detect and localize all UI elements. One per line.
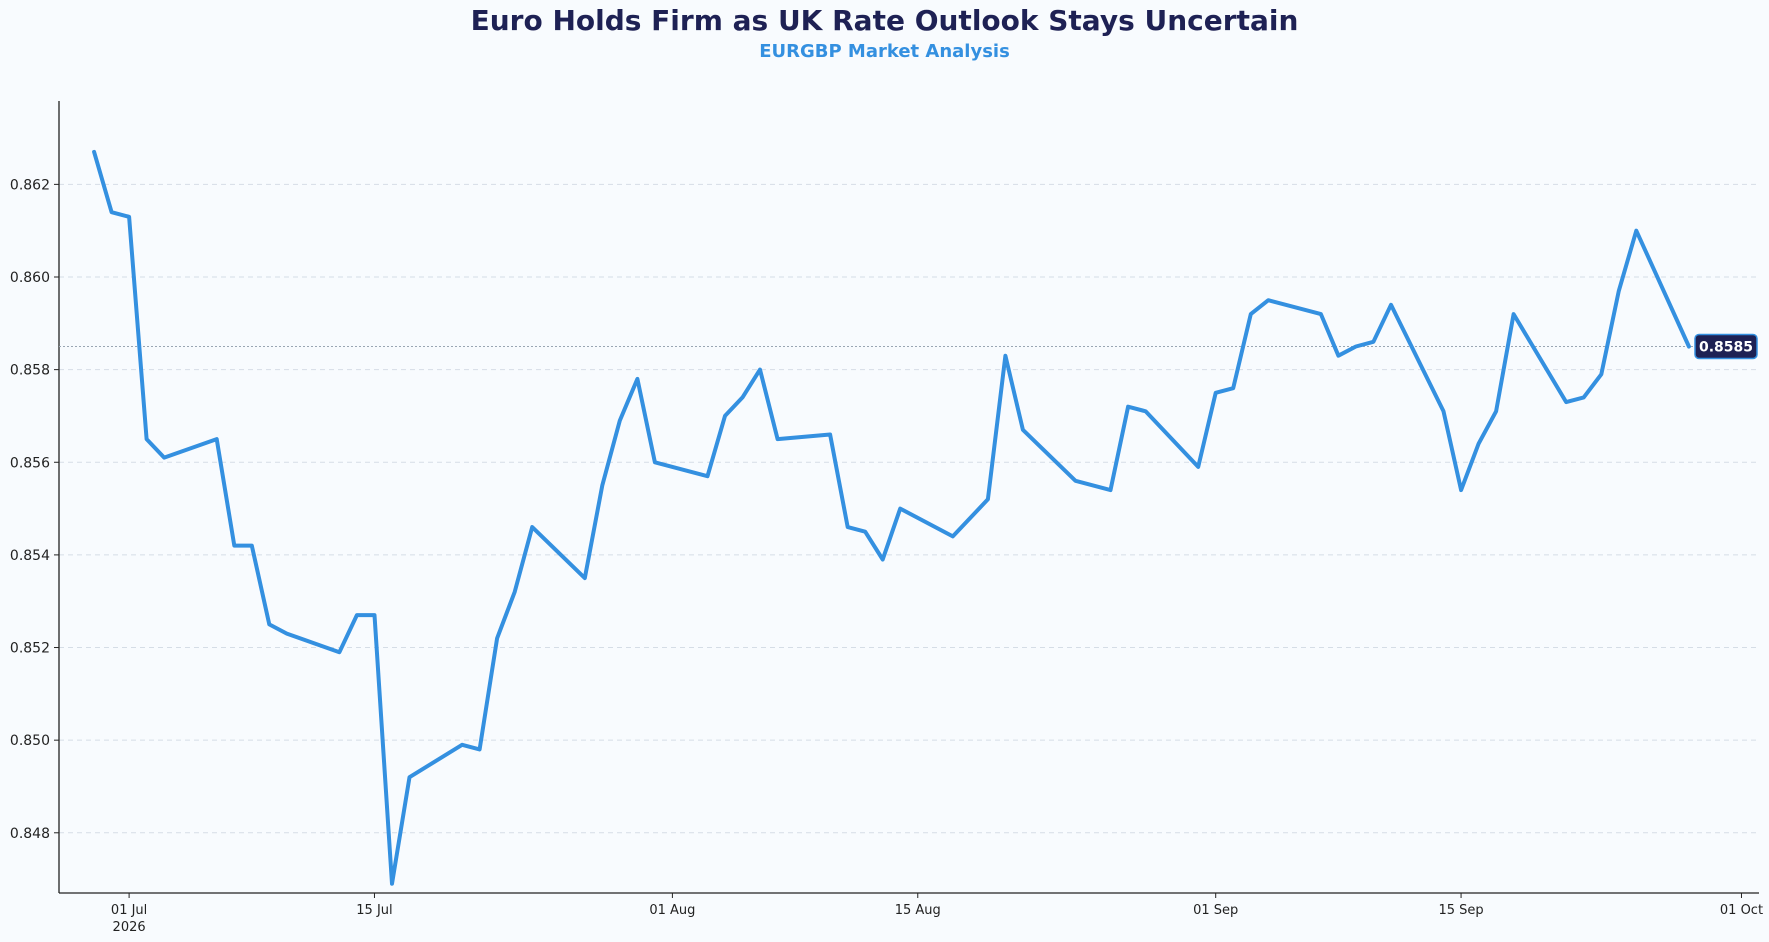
tick-labels: 0.848 0.850 0.852 0.854 0.856 0.858 0.860 0.862… — [10, 177, 1763, 935]
y-tick-label: 0.860 — [10, 270, 50, 286]
x-tick-label: 15 Sep — [1438, 903, 1483, 918]
y-tick-label: 0.856 — [10, 455, 50, 471]
y-tick-label: 0.858 — [10, 363, 50, 379]
grid-lines — [59, 183, 1759, 834]
chart-subtitle: EURGBP Market Analysis — [759, 41, 1010, 62]
x-tick-label: 01 Aug — [649, 903, 695, 918]
y-tick-label: 0.862 — [10, 177, 50, 193]
last-value-label: 0.8585 — [1699, 339, 1753, 355]
series-layer — [92, 149, 1691, 886]
x-tick-label: 01 Sep — [1193, 903, 1238, 918]
y-tick-label: 0.854 — [10, 548, 50, 564]
y-tick-label: 0.852 — [10, 641, 50, 657]
y-tick-label: 0.848 — [10, 826, 50, 842]
axes — [54, 101, 1759, 898]
x-tick-sublabel: 2026 — [113, 920, 146, 935]
last-value-badge — [1694, 333, 1758, 360]
x-tick-label: 01 Oct — [1720, 903, 1763, 918]
x-tick-label: 01 Jul — [111, 903, 147, 918]
series-line — [92, 149, 1691, 886]
x-tick-label: 15 Jul — [356, 903, 392, 918]
chart-title: Euro Holds Firm as UK Rate Outlook Stays… — [470, 4, 1299, 37]
x-tick-label: 15 Aug — [895, 903, 941, 918]
last-value-badge-layer: 0.8585 — [1694, 333, 1758, 360]
y-tick-label: 0.850 — [10, 733, 50, 749]
